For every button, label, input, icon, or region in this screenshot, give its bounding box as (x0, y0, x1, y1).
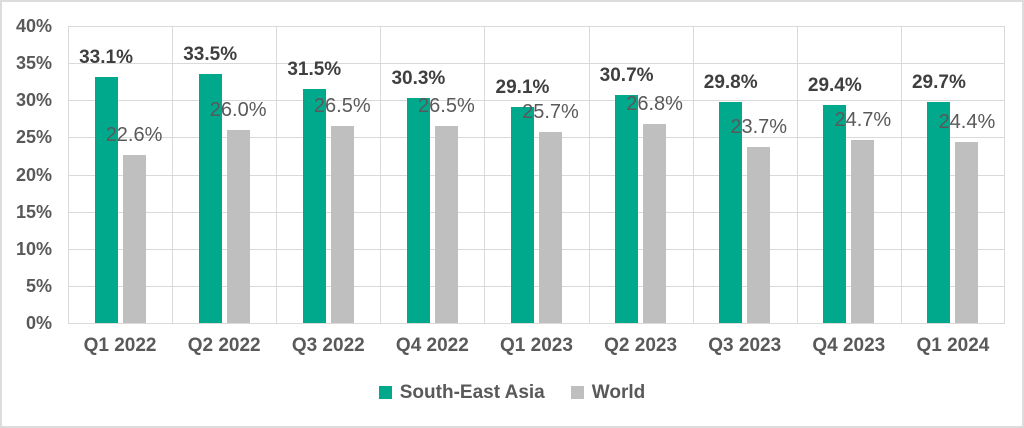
x-axis-tick-label: Q4 2022 (395, 335, 469, 356)
y-axis: 40% 35% 30% 25% 20% 15% 10% 5% 0% (2, 17, 52, 332)
category-group: 33.5% 26.0% (172, 26, 276, 323)
bar-south-east-asia: 29.4% (808, 76, 862, 323)
data-label: 31.5% (287, 59, 342, 81)
y-axis-tick-label: 25% (15, 127, 52, 148)
vertical-gridline (900, 26, 902, 323)
data-label: 29.8% (703, 71, 758, 93)
bar-south-east-asia: 29.7% (912, 73, 966, 323)
bar-world: 24.4% (939, 112, 995, 323)
y-axis-tick-label: 10% (15, 238, 52, 259)
bar-world: 26.0% (210, 100, 267, 323)
bar-world: 26.8% (626, 94, 683, 323)
data-label: 23.7% (730, 116, 788, 139)
y-axis-tick-label: 20% (15, 164, 52, 185)
legend-label: World (591, 382, 646, 403)
legend: South-East Asia World (2, 383, 1022, 402)
data-label: 26.0% (209, 98, 267, 121)
category-group: 29.4% 24.7% (797, 26, 901, 323)
horizontal-gridline (68, 248, 1005, 250)
vertical-gridline (1004, 26, 1005, 323)
data-label: 33.5% (183, 44, 238, 66)
data-label: 29.1% (495, 76, 550, 98)
x-axis-tick-label: Q1 2023 (500, 335, 573, 356)
bar-south-east-asia: 33.5% (183, 45, 237, 323)
vertical-gridline (484, 26, 486, 323)
y-axis-tick-label: 0% (25, 313, 52, 333)
bar-south-east-asia: 33.1% (79, 48, 133, 323)
legend-item-south-east-asia: South-East Asia (378, 382, 545, 403)
horizontal-gridline (68, 174, 1005, 176)
plot-area: 33.1% 22.6% 33.5% 26.0% 31.5% 26.5% 30.3% 26.5%… (68, 26, 1005, 324)
vertical-gridline (68, 26, 69, 323)
data-label: 26.8% (626, 93, 683, 116)
vertical-gridline (172, 26, 174, 323)
horizontal-gridline (68, 63, 1005, 65)
data-label: 33.1% (79, 47, 133, 69)
horizontal-gridline (68, 137, 1005, 139)
legend-swatch-icon (378, 386, 392, 399)
y-axis-tick-label: 35% (15, 53, 52, 74)
vertical-gridline (380, 26, 382, 323)
bar-world: 26.5% (314, 96, 371, 323)
legend-item-world: World (570, 382, 646, 403)
category-group: 31.5% 26.5% (276, 26, 380, 323)
data-label: 24.7% (834, 108, 892, 131)
x-axis-tick-label: Q2 2022 (187, 335, 261, 356)
bar-world: 22.6% (106, 125, 162, 323)
vertical-gridline (796, 26, 798, 323)
bar-south-east-asia: 31.5% (287, 60, 341, 323)
vertical-gridline (692, 26, 694, 323)
data-label: 24.4% (938, 110, 996, 133)
y-axis-tick-label: 15% (15, 201, 52, 222)
horizontal-gridline (68, 285, 1005, 287)
data-label: 30.3% (391, 68, 446, 90)
x-axis-tick-label: Q4 2023 (812, 335, 886, 356)
y-axis-tick-label: 40% (15, 16, 52, 36)
data-label: 29.7% (911, 72, 966, 94)
x-axis-tick-label: Q1 2022 (83, 335, 157, 356)
bar-world: 23.7% (730, 117, 787, 323)
category-group: 29.1% 25.7% (484, 26, 588, 323)
bar-south-east-asia: 30.3% (391, 69, 445, 323)
data-label: 22.6% (105, 124, 163, 147)
data-label: 29.4% (807, 74, 862, 96)
bar-world: 25.7% (522, 102, 579, 323)
data-label: 26.5% (313, 95, 371, 118)
category-group: 29.7% 24.4% (901, 26, 1005, 323)
legend-swatch-icon (570, 386, 584, 399)
data-label: 30.7% (599, 65, 654, 87)
bar-world: 24.7% (834, 110, 891, 323)
x-axis-tick-label: Q2 2023 (604, 335, 678, 356)
x-axis-tick-label: Q3 2023 (708, 335, 782, 356)
legend-label: South-East Asia (399, 382, 545, 403)
bar-world: 26.5% (418, 96, 475, 323)
bar-south-east-asia: 29.1% (496, 78, 549, 323)
category-group: 29.8% 23.7% (693, 26, 797, 323)
bar-columns: 33.1% 22.6% 33.5% 26.0% 31.5% 26.5% 30.3% 26.5%… (68, 26, 1005, 323)
data-label: 26.5% (418, 95, 475, 118)
vertical-gridline (588, 26, 590, 323)
bar-south-east-asia: 30.7% (600, 66, 654, 323)
category-group: 30.7% 26.8% (589, 26, 693, 323)
x-axis-tick-label: Q3 2022 (291, 335, 365, 356)
data-label: 25.7% (522, 101, 579, 124)
horizontal-gridline (68, 211, 1005, 213)
horizontal-gridline (68, 26, 1005, 27)
vertical-gridline (276, 26, 278, 323)
horizontal-gridline (68, 323, 1005, 324)
x-axis-tick-label: Q1 2024 (916, 335, 990, 356)
bar-south-east-asia: 29.8% (704, 73, 758, 323)
y-axis-tick-label: 5% (25, 275, 52, 296)
y-axis-tick-label: 30% (15, 90, 52, 111)
x-axis: Q1 2022 Q2 2022 Q3 2022 Q4 2022 Q1 2023 Q2 20… (68, 335, 1005, 357)
horizontal-gridline (68, 100, 1005, 102)
category-group: 33.1% 22.6% (68, 26, 172, 323)
category-group: 30.3% 26.5% (380, 26, 484, 323)
